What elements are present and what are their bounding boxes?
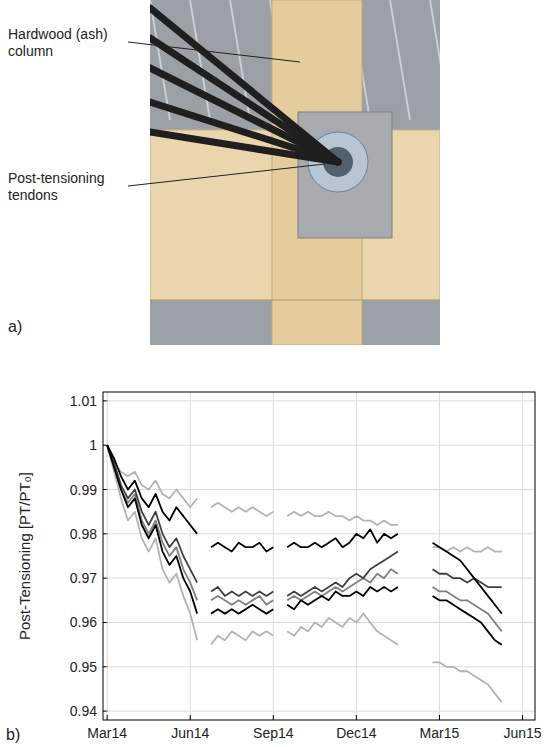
tick: [190, 715, 191, 720]
figure: Hardwood (ash) column Post-tensioning ten…: [0, 0, 554, 747]
tendon: [150, 132, 338, 162]
axis-title: Post-Tensioning [PT/PT₀]: [16, 472, 33, 640]
truss: [390, 0, 410, 120]
tick-label: 1: [89, 437, 97, 453]
tick-label: Sep14: [253, 725, 294, 741]
leader: [128, 164, 325, 186]
tick-label: Jun15: [503, 725, 541, 741]
tick: [107, 715, 108, 720]
tendon: [150, 8, 338, 162]
tick-label: 1.01: [70, 393, 97, 409]
tick-label: Mar15: [420, 725, 460, 741]
tendon: [150, 38, 338, 162]
photo: [150, 0, 440, 345]
tick-label: Jun14: [171, 725, 209, 741]
series-line: [107, 445, 502, 551]
tick-label: 0.98: [70, 526, 97, 542]
grid-line: [103, 622, 535, 623]
series-line: [107, 445, 502, 644]
truss: [190, 0, 210, 120]
tendon: [150, 68, 338, 162]
tick: [522, 715, 523, 720]
tick-label: 0.94: [70, 703, 97, 719]
grid-line: [356, 392, 357, 720]
series-line: [107, 445, 502, 596]
tick-label: 0.95: [70, 659, 97, 675]
label: Hardwood (ash) column: [8, 26, 130, 60]
series-line: [107, 445, 502, 702]
frame: [103, 392, 535, 720]
label: Post-tensioning tendons: [8, 170, 130, 204]
grid-line: [107, 392, 108, 720]
panel-letter: b): [6, 726, 20, 743]
beam-edge: [150, 300, 440, 301]
tick-label: Mar14: [87, 725, 127, 741]
label: a): [8, 318, 130, 335]
tick-label: 0.99: [70, 482, 97, 498]
tick-label: Dec14: [336, 725, 377, 741]
grid-line: [522, 392, 523, 720]
grid-line: [103, 533, 535, 534]
tick: [273, 715, 274, 720]
tendon: [150, 102, 338, 162]
series-line: [107, 445, 502, 613]
grid-line: [190, 392, 191, 720]
ceiling: [150, 0, 440, 345]
plot-area: [103, 392, 535, 720]
truss: [430, 0, 440, 120]
leader: [128, 42, 300, 62]
tick-label: 0.96: [70, 614, 97, 630]
grid-line: [103, 400, 535, 401]
tick: [439, 715, 440, 720]
grid-line: [273, 392, 274, 720]
grid-line: [103, 711, 535, 712]
grid-line: [439, 392, 440, 720]
anchor-plate: [298, 112, 392, 238]
grid-line: [103, 445, 535, 446]
grid-line: [103, 666, 535, 667]
series-group: [107, 445, 502, 702]
grid-line: [103, 489, 535, 490]
tick-label: 0.97: [70, 570, 97, 586]
tick: [356, 715, 357, 720]
chart: 0.94 0.95 0.96 0.97 0.98 0.99 1 1.01 Mar14 Jun14 S…: [0, 350, 554, 747]
